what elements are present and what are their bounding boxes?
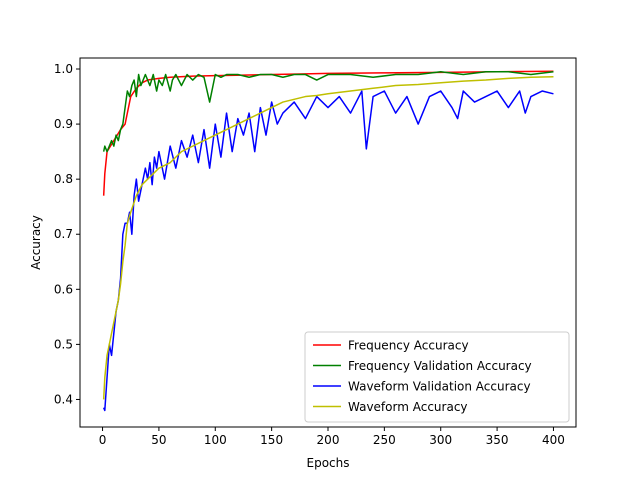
x-tick-label: 200 (317, 433, 340, 447)
x-tick-label: 350 (486, 433, 509, 447)
y-tick-label: 0.6 (54, 282, 73, 296)
series-line-1 (102, 71, 554, 153)
x-tick-label: 400 (542, 433, 565, 447)
x-axis-label: Epochs (307, 456, 350, 470)
series-line-2 (102, 90, 554, 412)
y-tick-label: 0.9 (54, 117, 73, 131)
legend-label-0: Frequency Accuracy (348, 339, 469, 353)
legend-box (304, 331, 570, 423)
x-tick-label: 300 (429, 433, 452, 447)
x-tick-label: 0 (99, 433, 107, 447)
series-line-0 (102, 70, 554, 196)
x-tick-label: 100 (204, 433, 227, 447)
x-tick-label: 150 (260, 433, 283, 447)
series-line-3 (102, 75, 554, 400)
y-tick-label: 1.0 (54, 62, 73, 76)
y-tick-label: 0.4 (54, 392, 73, 406)
y-tick-label: 0.7 (54, 227, 73, 241)
x-tick-label: 250 (373, 433, 396, 447)
x-tick-label: 50 (151, 433, 166, 447)
legend: Frequency Accuracy Frequency Validation A… (304, 331, 570, 423)
legend-label-3: Waveform Accuracy (348, 400, 468, 414)
series-group (102, 70, 554, 412)
legend-label-1: Frequency Validation Accuracy (348, 359, 532, 373)
x-axis: 0 50 100 150 200 250 300 350 400 (99, 427, 565, 447)
y-axis-label: Accuracy (29, 215, 43, 270)
y-tick-label: 0.5 (54, 337, 73, 351)
y-tick-label: 0.8 (54, 172, 73, 186)
y-axis: 0.4 0.5 0.6 0.7 0.8 0.9 1.0 (54, 62, 80, 406)
legend-label-2: Waveform Validation Accuracy (348, 380, 531, 394)
